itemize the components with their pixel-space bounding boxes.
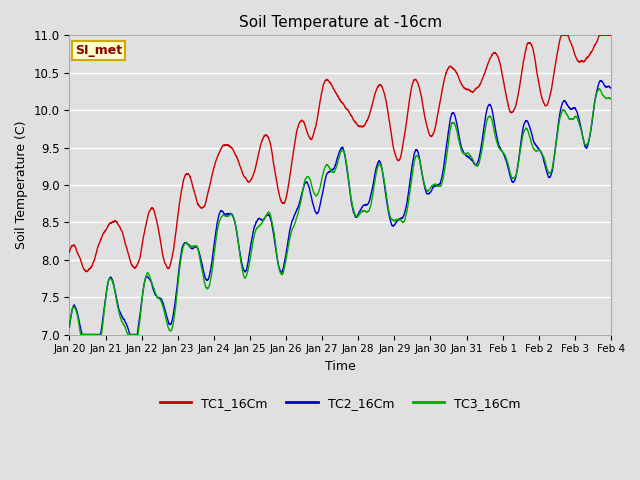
Text: SI_met: SI_met — [75, 44, 122, 57]
Legend: TC1_16Cm, TC2_16Cm, TC3_16Cm: TC1_16Cm, TC2_16Cm, TC3_16Cm — [155, 392, 525, 415]
X-axis label: Time: Time — [324, 360, 356, 373]
Title: Soil Temperature at -16cm: Soil Temperature at -16cm — [239, 15, 442, 30]
Y-axis label: Soil Temperature (C): Soil Temperature (C) — [15, 120, 28, 249]
